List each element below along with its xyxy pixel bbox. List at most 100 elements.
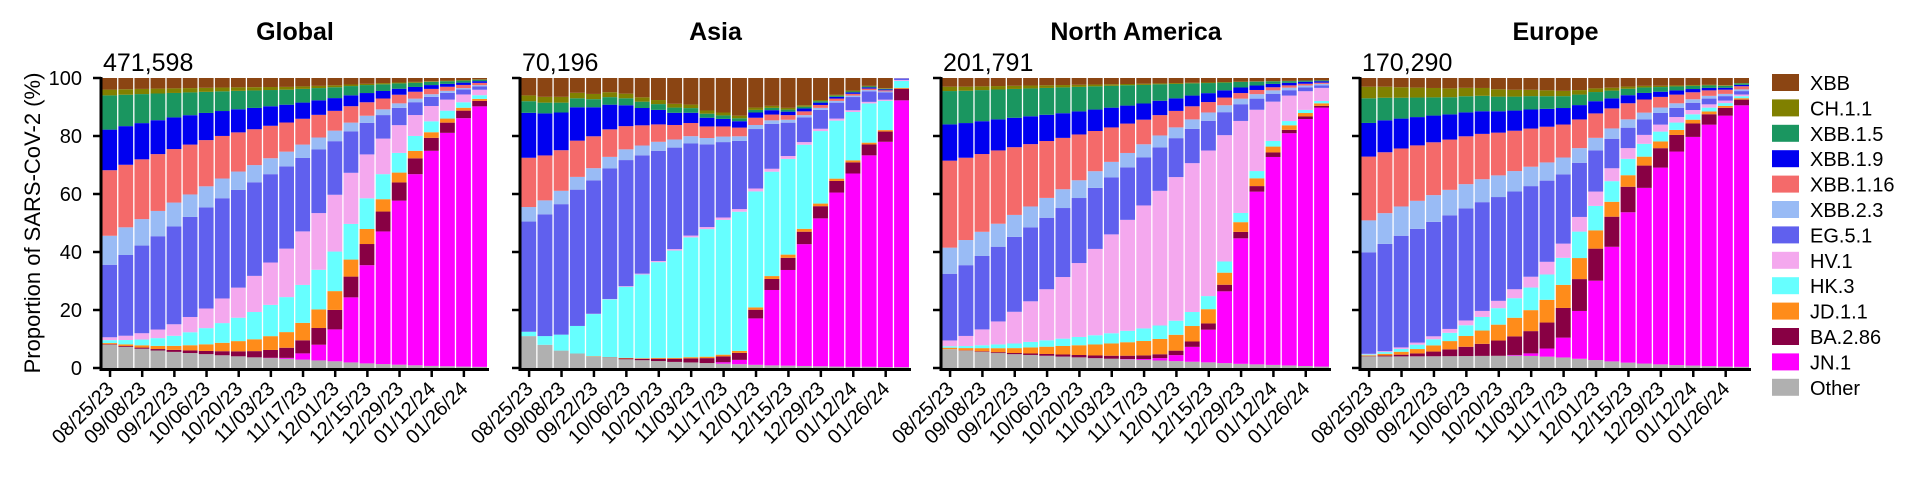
bar-segment bbox=[845, 162, 860, 173]
bar-segment bbox=[1088, 110, 1103, 131]
bar-segment bbox=[878, 92, 893, 99]
bar-segment bbox=[1282, 81, 1297, 83]
bar-segment bbox=[1523, 109, 1538, 128]
bar-segment bbox=[683, 123, 698, 136]
bar-segment bbox=[360, 154, 375, 198]
bar-segment bbox=[1039, 88, 1054, 115]
bar-segment bbox=[1491, 341, 1506, 356]
bar-segment bbox=[1540, 262, 1555, 275]
bar-segment bbox=[231, 351, 246, 356]
bar-segment bbox=[813, 131, 828, 204]
bar-segment bbox=[1233, 93, 1248, 99]
bar-segment bbox=[134, 340, 149, 346]
bar-segment bbox=[1572, 148, 1587, 163]
bar-segment bbox=[231, 341, 246, 351]
bar-segment bbox=[1523, 288, 1538, 311]
bar-segment bbox=[102, 340, 117, 343]
bar-segment bbox=[344, 173, 359, 224]
bar-segment bbox=[1621, 175, 1636, 187]
bar-segment bbox=[1104, 356, 1119, 359]
bar-segment bbox=[1540, 78, 1555, 90]
bar-segment bbox=[360, 85, 375, 93]
bar-segment bbox=[521, 158, 536, 207]
bar-segment bbox=[1426, 116, 1441, 143]
legend-swatch bbox=[1772, 201, 1799, 218]
bar-segment bbox=[1475, 344, 1490, 356]
bar-segment bbox=[1637, 93, 1652, 100]
bar-segment bbox=[1637, 86, 1652, 88]
bar-segment bbox=[1588, 78, 1603, 88]
bar-segment bbox=[102, 78, 117, 90]
bar-segment bbox=[1394, 349, 1409, 352]
bar-segment bbox=[797, 142, 812, 145]
bar-segment bbox=[1734, 100, 1749, 106]
bar-segment bbox=[878, 89, 893, 90]
bar-segment bbox=[1185, 78, 1200, 83]
bar-segment bbox=[1637, 113, 1652, 120]
bar-segment bbox=[1088, 249, 1103, 335]
bar-segment bbox=[327, 310, 342, 329]
bar-segment bbox=[797, 115, 812, 117]
bar-segment bbox=[1685, 78, 1700, 85]
bar-segment bbox=[1298, 81, 1313, 82]
bar-segment bbox=[1734, 98, 1749, 99]
bar-segment bbox=[376, 99, 391, 110]
bar-segment bbox=[1282, 365, 1297, 368]
bar-segment bbox=[862, 102, 877, 104]
legend-label: XBB.2.3 bbox=[1810, 200, 1883, 222]
bar-segment bbox=[183, 350, 198, 353]
bar-segment bbox=[1734, 105, 1749, 367]
bar-segment bbox=[732, 360, 747, 364]
bar-segment bbox=[878, 101, 893, 130]
legend-swatch bbox=[1772, 328, 1799, 345]
bar-segment bbox=[1588, 206, 1603, 230]
bar-segment bbox=[829, 181, 844, 193]
bar-segment bbox=[991, 353, 1006, 368]
bar-segment bbox=[1249, 99, 1264, 110]
bar-segment bbox=[878, 90, 893, 91]
bar-segment bbox=[279, 359, 294, 368]
bar-segment bbox=[1653, 148, 1668, 167]
bar-segment bbox=[1023, 354, 1038, 355]
bar-segment bbox=[392, 103, 407, 107]
bar-segment bbox=[1588, 230, 1603, 248]
bar-segment bbox=[472, 86, 487, 89]
bar-segment bbox=[295, 340, 310, 353]
bar-segment bbox=[651, 124, 666, 141]
bar-segment bbox=[1282, 133, 1297, 365]
bar-segment bbox=[1394, 236, 1409, 348]
bar-segment bbox=[295, 78, 310, 86]
bar-segment bbox=[878, 89, 893, 90]
bar-segment bbox=[1282, 96, 1297, 121]
bar-segment bbox=[942, 346, 957, 347]
bar-segment bbox=[1007, 237, 1022, 312]
bar-segment bbox=[619, 98, 634, 105]
bar-segment bbox=[327, 329, 342, 361]
bar-segment bbox=[1621, 103, 1636, 119]
bar-segment bbox=[958, 123, 973, 158]
bar-segment bbox=[327, 141, 342, 195]
bar-segment bbox=[311, 86, 326, 88]
bar-segment bbox=[1718, 116, 1733, 367]
bar-segment bbox=[344, 224, 359, 260]
bar-segment bbox=[1217, 98, 1232, 106]
bar-segment bbox=[1023, 116, 1038, 144]
bar-segment bbox=[1491, 301, 1506, 308]
y-tick-label: 0 bbox=[71, 358, 82, 380]
bar-segment bbox=[199, 309, 214, 329]
bar-segment bbox=[700, 78, 715, 110]
bar-segment bbox=[635, 360, 650, 368]
bar-segment bbox=[716, 355, 731, 357]
bar-segment bbox=[392, 125, 407, 153]
bar-segment bbox=[1007, 86, 1022, 89]
bar-segment bbox=[1410, 353, 1425, 356]
bar-segment bbox=[1266, 90, 1281, 93]
bar-segment bbox=[1556, 244, 1571, 258]
bar-segment bbox=[797, 244, 812, 366]
bar-segment bbox=[1637, 144, 1652, 157]
bar-segment bbox=[472, 85, 487, 86]
bar-segment bbox=[1685, 110, 1700, 114]
bar-segment bbox=[1491, 175, 1506, 197]
legend-swatch bbox=[1772, 74, 1799, 91]
bar-segment bbox=[1217, 82, 1232, 83]
